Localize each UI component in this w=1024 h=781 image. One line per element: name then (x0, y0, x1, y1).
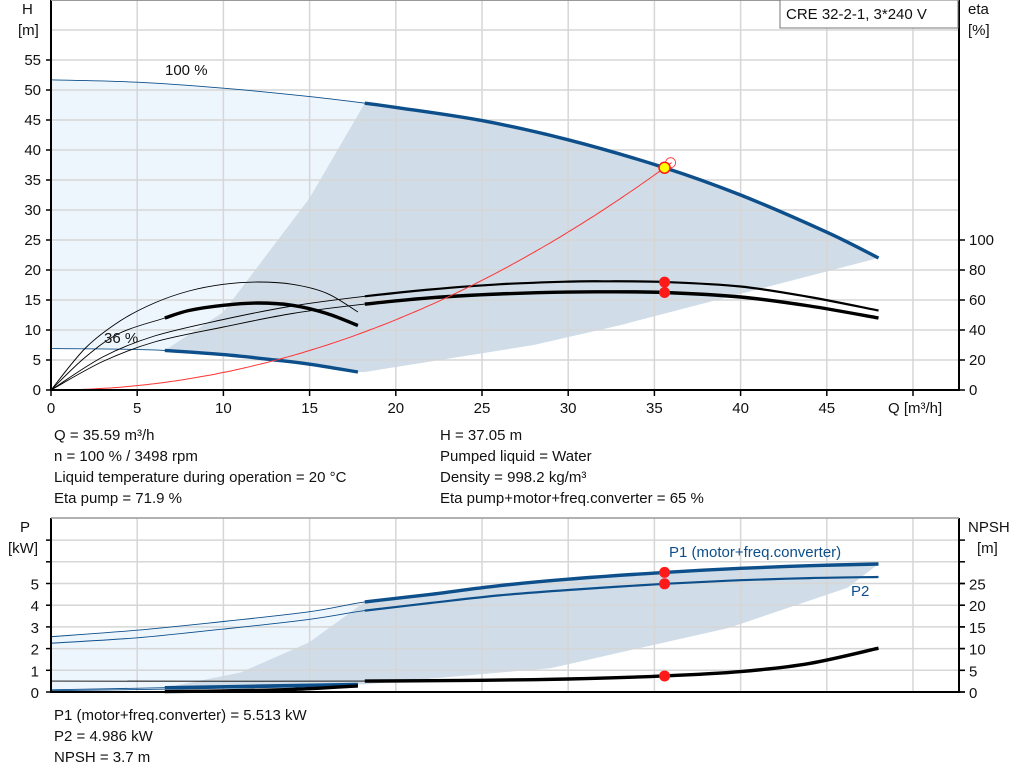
x-tick-label: 15 (301, 400, 318, 417)
y-tick-label-left: 50 (24, 82, 41, 99)
x-tick-label: 45 (818, 400, 835, 417)
y-label-h: H (22, 1, 33, 18)
p1-marker (659, 566, 671, 578)
y-tick-label-left: 5 (33, 352, 41, 369)
x-tick-label: 40 (732, 400, 749, 417)
curve-h-100 (364, 101, 880, 260)
x-tick-label: 0 (47, 400, 55, 417)
y-label-eta-unit: [%] (968, 22, 990, 39)
system-curve (51, 162, 672, 391)
p2-marker (659, 578, 671, 590)
x-tick-label: 10 (215, 400, 232, 417)
y-tick-label-right: 20 (969, 598, 986, 615)
curve-p1-36 (164, 682, 358, 690)
y-label-h-unit: [m] (18, 22, 39, 39)
top-axes: 0 5 10 15 20 25 30 35 40 45 50 55 0 20 40 60 80 100 0 5 10 15… (24, 0, 994, 417)
operating-range-area (164, 564, 879, 688)
info-speed: n = 100 % / 3498 rpm (54, 448, 198, 465)
x-tick-label: 35 (646, 400, 663, 417)
bottom-areas (51, 564, 879, 690)
curve-eta-total-36 (164, 301, 359, 328)
curve-eta-pump-36-thin (50, 281, 359, 391)
y-tick-label-right: 0 (969, 382, 977, 399)
y-tick-label-left: 3 (31, 620, 39, 637)
y-tick-label-left: 30 (24, 202, 41, 219)
eta-pump-marker (659, 276, 671, 288)
title-box (779, 0, 959, 29)
y-tick-label-right: 10 (969, 642, 986, 659)
y-tick-label-right: 20 (969, 352, 986, 369)
x-tick-label: 30 (560, 400, 577, 417)
curve-npsh-100 (364, 646, 879, 683)
duty-point-marker (658, 161, 671, 174)
y-tick-label-right: 0 (969, 685, 977, 702)
curve-p2-100 (364, 575, 879, 612)
y-tick-label-right: 15 (969, 620, 986, 637)
bottom-curves (50, 562, 879, 694)
y-tick-label-left: 15 (24, 292, 41, 309)
info-flow: Q = 35.59 m³/h (54, 427, 154, 444)
info-p2: P2 = 4.986 kW (54, 728, 154, 745)
annotation-100-percent: 100 % (165, 62, 208, 79)
info-p1: P1 (motor+freq.converter) = 5.513 kW (54, 707, 307, 724)
y-label-eta: eta (968, 1, 990, 18)
y-tick-label-left: 40 (24, 142, 41, 159)
info-npsh: NPSH = 3.7 m (54, 749, 150, 766)
y-tick-label-left: 35 (24, 172, 41, 189)
info-bottom: P1 (motor+freq.converter) = 5.513 kW P2 … (54, 707, 307, 766)
x-tick-label: 20 (387, 400, 404, 417)
info-temperature: Liquid temperature during operation = 20… (54, 469, 347, 486)
y-tick-label-left: 0 (31, 685, 39, 702)
y-tick-label-left: 0 (33, 382, 41, 399)
npsh-marker (659, 670, 671, 682)
operating-range-area (164, 103, 879, 372)
x-tick-label: 25 (474, 400, 491, 417)
top-curves (50, 79, 880, 391)
y-tick-label-left: 1 (31, 663, 39, 680)
x-tick-label: 5 (133, 400, 141, 417)
info-head: H = 37.05 m (440, 427, 522, 444)
annotation-36-percent: 36 % (104, 330, 138, 347)
y-tick-label-right: 100 (969, 232, 994, 249)
top-areas (51, 79, 879, 373)
y-tick-label-right: 80 (969, 262, 986, 279)
y-tick-label-left: 4 (31, 598, 39, 615)
eta-total-marker (659, 287, 671, 298)
y-label-npsh-unit: [m] (977, 540, 998, 557)
x-label-q: Q [m³/h] (888, 400, 942, 417)
curve-eta-pump-100 (364, 280, 879, 312)
y-label-p-unit: [kW] (8, 540, 38, 557)
info-eta-pump: Eta pump = 71.9 % (54, 490, 182, 507)
legend-p2: P2 (851, 583, 869, 600)
y-tick-label-left: 25 (24, 232, 41, 249)
bottom-grid (51, 518, 959, 692)
y-tick-label-left: 55 (24, 52, 41, 69)
y-tick-label-right: 5 (969, 663, 977, 680)
info-liquid: Pumped liquid = Water (440, 448, 592, 465)
y-tick-label-right: 40 (969, 322, 986, 339)
bottom-axes: 0 1 2 3 4 5 0 5 10 15 20 25 (31, 517, 986, 702)
legend-p1: P1 (motor+freq.converter) (669, 544, 841, 561)
y-tick-label-left: 20 (24, 262, 41, 279)
curve-p1-100 (364, 562, 879, 604)
y-label-npsh: NPSH (968, 519, 1010, 536)
info-density: Density = 998.2 kg/m³ (440, 469, 586, 486)
y-tick-label-left: 5 (31, 577, 39, 594)
y-tick-label-right: 25 (969, 577, 986, 594)
title-box-text: CRE 32-2-1, 3*240 V (786, 6, 927, 23)
y-tick-label-left: 45 (24, 112, 41, 129)
y-tick-label-left: 2 (31, 642, 39, 659)
y-label-p: P (20, 519, 30, 536)
info-top: Q = 35.59 m³/h n = 100 % / 3498 rpm Liqu… (54, 427, 704, 507)
info-eta-total: Eta pump+motor+freq.converter = 65 % (440, 490, 704, 507)
y-tick-label-right: 60 (969, 292, 986, 309)
top-grid (51, 0, 959, 390)
y-tick-label-left: 10 (24, 322, 41, 339)
